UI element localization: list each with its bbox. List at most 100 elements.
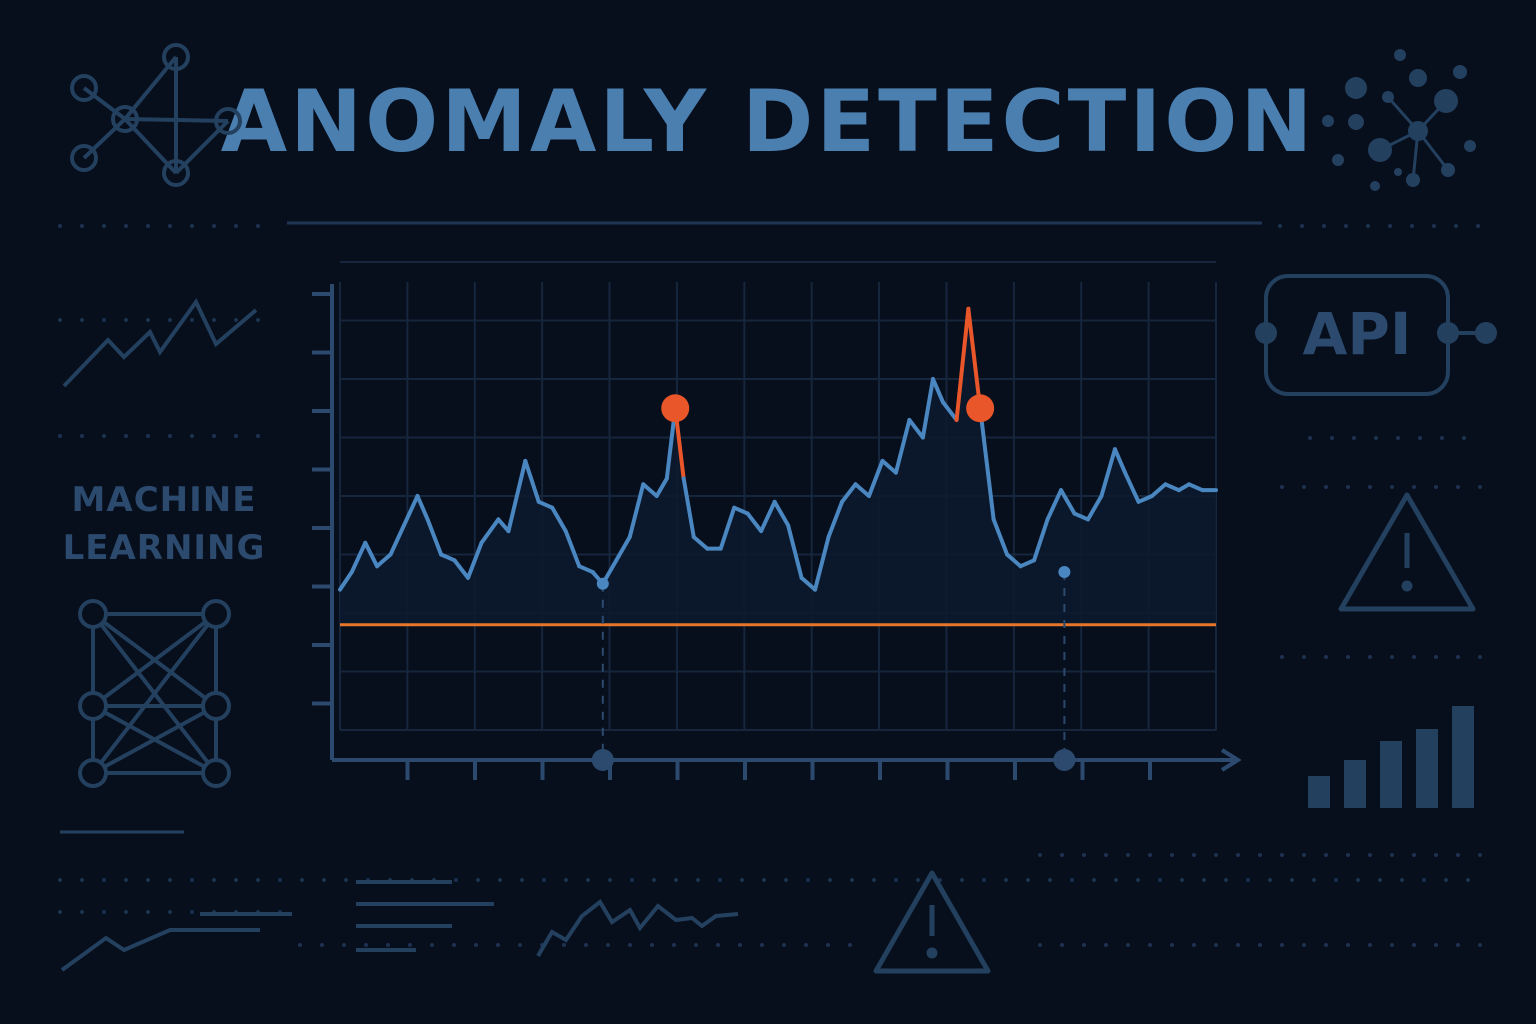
separator-dot <box>1440 436 1444 440</box>
separator-dot <box>1148 853 1152 857</box>
separator-dot <box>916 878 920 882</box>
separator-dot <box>1280 485 1284 489</box>
warning-triangle-bottom-icon <box>873 870 991 974</box>
series-segment <box>826 499 845 539</box>
page-title: ANOMALY DETECTION <box>220 72 1316 172</box>
separator-dot <box>1412 853 1416 857</box>
separator-dot <box>1302 485 1306 489</box>
series-segment <box>991 517 1010 557</box>
separator-dot <box>102 910 106 914</box>
series-segment <box>978 406 996 522</box>
separator-dot <box>190 878 194 882</box>
separator-dot <box>234 434 238 438</box>
separator-dot <box>1334 878 1338 882</box>
separator-dot <box>1322 224 1326 228</box>
separator-dot <box>762 878 766 882</box>
separator-dot <box>1278 224 1282 228</box>
separator-dot <box>234 878 238 882</box>
low-point <box>1058 566 1071 579</box>
separator-dot <box>1038 853 1042 857</box>
series-segment <box>536 499 555 510</box>
separator-dot <box>102 434 106 438</box>
series-segment <box>813 534 831 592</box>
separator-dot <box>1390 943 1394 947</box>
separator-dot <box>124 878 128 882</box>
separator-dot <box>146 224 150 228</box>
separator-dot <box>784 878 788 882</box>
separator-dot <box>894 878 898 882</box>
series-segment <box>1072 511 1090 522</box>
separator-dot <box>1302 943 1306 947</box>
separator-dot <box>1368 943 1372 947</box>
separator-dot <box>672 943 676 947</box>
separator-dot <box>498 878 502 882</box>
separator-dot <box>168 910 172 914</box>
separator-dot <box>586 878 590 882</box>
step-chart-icon <box>60 912 292 972</box>
separator-dot <box>146 910 150 914</box>
series-segment <box>466 540 484 580</box>
separator-dot <box>124 318 128 322</box>
separator-dot <box>1092 878 1096 882</box>
separator-dot <box>124 224 128 228</box>
trend-line-icon <box>62 298 258 388</box>
separator-dot <box>1456 655 1460 659</box>
series-area-fill <box>340 308 1216 625</box>
series-segment <box>523 458 541 504</box>
separator-dot <box>1324 943 1328 947</box>
separator-dot <box>848 943 852 947</box>
separator-dot <box>80 318 84 322</box>
series-segment <box>759 499 777 534</box>
separator-dot <box>1258 853 1262 857</box>
separator-dot <box>474 943 478 947</box>
side-label-line-1: MACHINE <box>71 480 257 520</box>
series-segment <box>840 482 858 504</box>
separator-dot <box>1478 485 1482 489</box>
series-segment <box>627 482 646 539</box>
separator-dot <box>256 224 260 228</box>
series-segment <box>363 540 380 569</box>
anomaly-point <box>661 394 690 423</box>
separator-dot <box>1356 878 1360 882</box>
separator-dot <box>256 318 260 322</box>
separator-dot <box>1280 853 1284 857</box>
series-segment <box>853 482 871 498</box>
series-segment <box>1085 494 1104 522</box>
series-segment <box>1112 447 1128 475</box>
anomaly-segment <box>966 306 983 411</box>
separator-dot <box>716 943 720 947</box>
separator-dot <box>256 878 260 882</box>
separator-dot <box>1444 878 1448 882</box>
separator-dot <box>608 878 612 882</box>
separator-dot <box>1346 943 1350 947</box>
separator-dot <box>124 910 128 914</box>
separator-dot <box>564 878 568 882</box>
separator-dot <box>1158 878 1162 882</box>
separator-dot <box>1114 878 1118 882</box>
separator-dot <box>828 878 832 882</box>
series-segment <box>506 458 528 534</box>
separator-dot <box>1324 655 1328 659</box>
series-segment <box>718 505 737 551</box>
low-point <box>596 577 609 590</box>
separator-dot <box>652 878 656 882</box>
neural-network-icon <box>78 599 231 788</box>
separator-dot <box>1396 436 1400 440</box>
separator-dot <box>1290 878 1294 882</box>
separator-dot <box>1104 853 1108 857</box>
separator-dot <box>982 878 986 882</box>
separator-dot <box>1126 943 1130 947</box>
separator-dot <box>386 943 390 947</box>
separator-dot <box>1004 878 1008 882</box>
separator-dot <box>80 224 84 228</box>
separator-dot <box>342 943 346 947</box>
series-segment <box>941 400 959 422</box>
series-segment <box>496 517 511 534</box>
separator-dot <box>1170 853 1174 857</box>
separator-dot <box>190 318 194 322</box>
series-segment <box>1018 558 1037 569</box>
separator-dot <box>364 943 368 947</box>
separator-dot <box>1368 655 1372 659</box>
separator-dot <box>212 878 216 882</box>
